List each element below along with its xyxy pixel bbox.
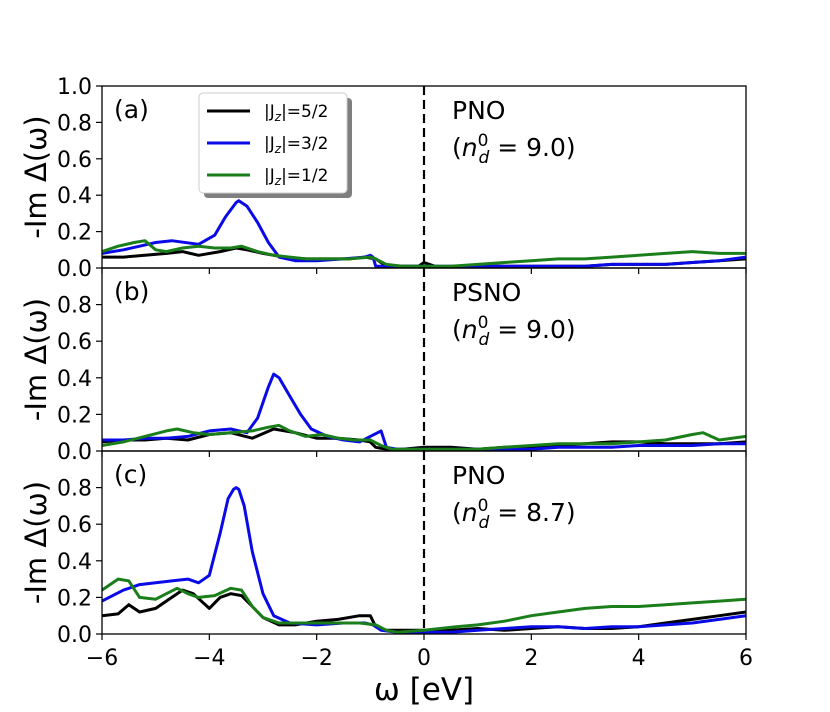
nd-subscript: d [478,148,489,168]
nd-paren: ( [452,133,462,162]
y-tick-label: 0.2 [57,221,92,246]
nd-symbol: n [462,498,478,527]
nd-symbol: n [462,315,478,344]
y-tick-label: 0.8 [57,477,92,502]
legend-text-rest: |=5/2 [281,102,328,122]
legend-text-sub: z [274,142,282,156]
legend-text-main: |J [264,166,275,186]
nd-value: = 9.0) [489,133,575,162]
y-tick-label: 0.8 [57,111,92,136]
legend-text-rest: |=3/2 [281,134,328,154]
y-tick-label: 0.4 [57,184,92,209]
y-tick-label: 0.0 [57,440,92,465]
panel-tag: (a) [114,95,149,124]
nd-label: (n0 d = 9.0) [452,313,576,350]
panel-tag: (b) [114,277,149,306]
material-label: PSNO [452,278,521,307]
y-axis-label: -Im Δ(ω) [19,481,53,604]
panel-b: 0.0 0.2 0.4 0.6 0.8-Im Δ(ω) (b) PSNO (n0 d = 9.0… [19,267,747,465]
nd-label: (n0 d = 8.7) [452,496,576,533]
nd-superscript: 0 [478,496,489,516]
legend-text-main: |J [264,134,275,154]
series-line-j12 [102,577,746,634]
nd-superscript: 0 [478,313,489,333]
nd-paren: ( [452,315,462,344]
nd-subscript: d [478,330,489,350]
nd-value: = 9.0) [489,315,575,344]
legend-text-main: |J [264,102,275,122]
legend-text-sub: z [274,174,282,188]
legend-text-sub: z [274,110,282,124]
legend-label-j52: |Jz|=5/2 [264,102,328,124]
nd-symbol: n [462,133,478,162]
x-tick-label: −6 [86,646,118,671]
material-label: PNO [452,96,505,125]
y-axis-label: -Im Δ(ω) [19,298,53,421]
series-line-j12 [102,423,746,451]
x-tick-label: 6 [739,646,753,671]
panel-a: 0.0 0.2 0.4 0.6 0.8 1.0-Im Δ(ω) (a) PNO (n0 d = 9… [19,75,747,282]
x-tick-label: −4 [193,646,225,671]
legend-label-j12: |Jz|=1/2 [264,166,328,188]
y-tick-label: 0.4 [57,367,92,392]
x-tick-label: 0 [417,646,431,671]
nd-value: = 8.7) [489,498,575,527]
nd-superscript: 0 [478,131,489,151]
x-tick-label: −2 [300,646,332,671]
legend-label-j32: |Jz|=3/2 [264,134,328,156]
legend-text-rest: |=1/2 [281,166,328,186]
y-tick-label: 0.4 [57,550,92,575]
y-tick-label: 0.6 [57,330,92,355]
y-tick-label: 0.0 [57,623,92,648]
y-tick-label: 0.2 [57,586,92,611]
y-tick-label: 1.0 [57,75,92,100]
series-line-j12 [102,239,746,268]
y-tick-label: 0.8 [57,294,92,319]
nd-label: (n0 d = 9.0) [452,131,576,168]
series-line-j32 [102,486,746,634]
y-tick-label: 0.6 [57,513,92,538]
legend: |Jz|=5/2|Jz|=3/2|Jz|=1/2 [198,92,352,198]
material-label: PNO [452,461,505,490]
panel-tag: (c) [114,460,147,489]
x-tick-label: 2 [524,646,538,671]
x-axis-label: ω [eV] [374,672,474,708]
y-tick-label: 0.2 [57,403,92,428]
y-tick-label: 0.0 [57,257,92,282]
legend-box [198,92,348,194]
nd-subscript: d [478,513,489,533]
panel-c: 0.0 0.2 0.4 0.6 0.8 −6 −4 −2 0 2 4 6 -Im Δ(ω) (c) PNO (… [19,450,753,671]
x-tick-label: 4 [632,646,646,671]
y-axis-label: -Im Δ(ω) [19,115,53,238]
nd-paren: ( [452,498,462,527]
y-tick-label: 0.6 [57,148,92,173]
